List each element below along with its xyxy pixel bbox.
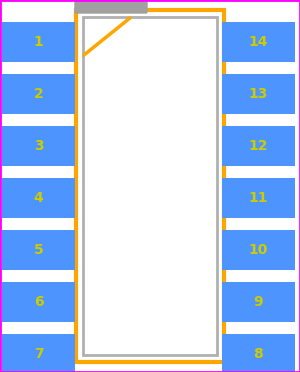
Bar: [2, 22, 75, 62]
Text: 6: 6: [34, 295, 43, 309]
Text: 12: 12: [249, 139, 268, 153]
Text: 8: 8: [254, 347, 263, 361]
Bar: [2, 282, 75, 322]
Text: 7: 7: [34, 347, 43, 361]
Bar: [222, 178, 295, 218]
Text: 14: 14: [249, 35, 268, 49]
FancyBboxPatch shape: [75, 1, 147, 13]
Text: 4: 4: [34, 191, 44, 205]
Bar: [222, 22, 295, 62]
Text: 1: 1: [34, 35, 44, 49]
Text: 13: 13: [249, 87, 268, 101]
Text: 3: 3: [34, 139, 43, 153]
Text: 5: 5: [34, 243, 44, 257]
Bar: [222, 126, 295, 166]
Bar: [2, 178, 75, 218]
Bar: [222, 282, 295, 322]
Text: 11: 11: [249, 191, 268, 205]
Bar: [2, 74, 75, 114]
Bar: [222, 74, 295, 114]
Bar: [2, 230, 75, 270]
Bar: [2, 334, 75, 372]
Bar: [76, 10, 224, 362]
Bar: [222, 230, 295, 270]
Bar: [2, 126, 75, 166]
Text: 9: 9: [254, 295, 263, 309]
Text: 10: 10: [249, 243, 268, 257]
Text: 2: 2: [34, 87, 44, 101]
Bar: [222, 334, 295, 372]
Bar: [83, 17, 217, 355]
